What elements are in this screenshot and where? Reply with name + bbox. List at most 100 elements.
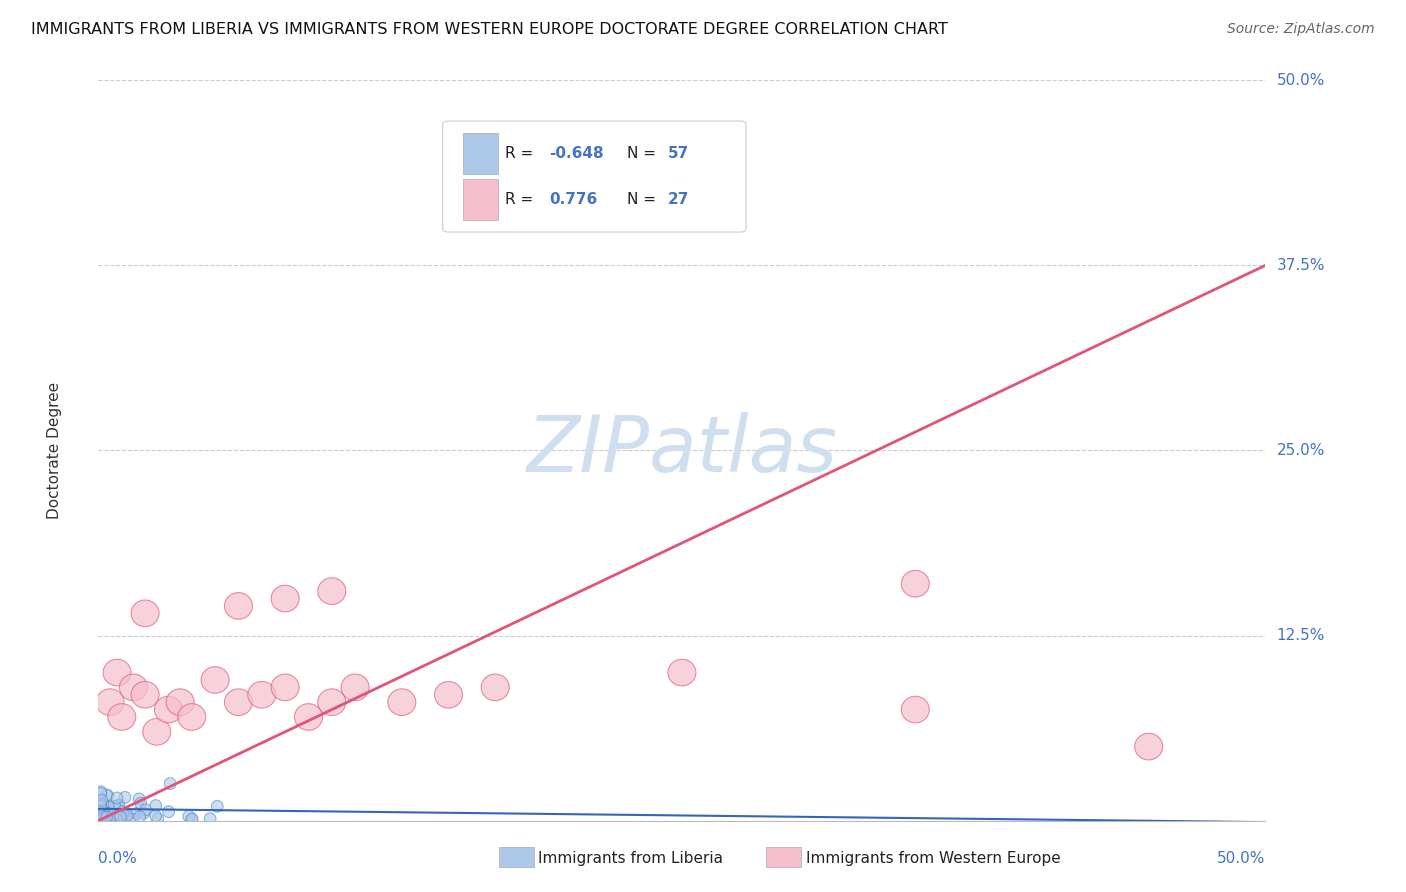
Ellipse shape [98,811,110,822]
Text: R =: R = [505,192,537,207]
Ellipse shape [108,813,120,824]
Ellipse shape [134,793,145,805]
Ellipse shape [342,674,370,701]
Ellipse shape [117,809,128,821]
Ellipse shape [163,805,174,818]
Ellipse shape [121,809,132,822]
Ellipse shape [96,786,107,797]
Text: Immigrants from Liberia: Immigrants from Liberia [538,851,724,865]
Ellipse shape [96,689,124,715]
Ellipse shape [131,600,159,627]
Ellipse shape [201,666,229,693]
Ellipse shape [318,578,346,605]
Ellipse shape [1135,733,1163,760]
Text: 27: 27 [668,192,689,207]
Text: N =: N = [627,146,661,161]
Ellipse shape [121,811,132,822]
Ellipse shape [139,804,152,816]
FancyBboxPatch shape [463,134,498,174]
Text: ZIPatlas: ZIPatlas [526,412,838,489]
Ellipse shape [668,659,696,686]
Text: -0.648: -0.648 [548,146,603,161]
Ellipse shape [101,789,112,801]
Ellipse shape [152,813,163,825]
Ellipse shape [96,797,107,810]
Ellipse shape [98,808,110,821]
Ellipse shape [138,807,149,819]
Ellipse shape [111,800,124,812]
Text: 50.0%: 50.0% [1218,851,1265,866]
Ellipse shape [177,704,205,731]
Text: IMMIGRANTS FROM LIBERIA VS IMMIGRANTS FROM WESTERN EUROPE DOCTORATE DEGREE CORRE: IMMIGRANTS FROM LIBERIA VS IMMIGRANTS FR… [31,22,948,37]
Text: Doctorate Degree: Doctorate Degree [46,382,62,519]
Ellipse shape [111,792,122,804]
Ellipse shape [131,681,159,708]
Text: Source: ZipAtlas.com: Source: ZipAtlas.com [1227,22,1375,37]
Ellipse shape [225,689,253,715]
Text: 0.776: 0.776 [548,192,598,207]
Ellipse shape [901,570,929,597]
Text: 12.5%: 12.5% [1277,628,1324,643]
Ellipse shape [135,797,146,809]
Ellipse shape [187,814,198,825]
FancyBboxPatch shape [463,179,498,219]
Ellipse shape [108,704,136,731]
Text: R =: R = [505,146,537,161]
Ellipse shape [112,808,125,820]
Ellipse shape [103,789,114,802]
Ellipse shape [112,799,125,811]
Ellipse shape [97,798,108,810]
Ellipse shape [271,585,299,612]
Ellipse shape [117,805,128,817]
Ellipse shape [150,799,162,812]
Ellipse shape [104,814,115,825]
Ellipse shape [115,811,127,823]
Text: 50.0%: 50.0% [1277,73,1324,87]
Ellipse shape [247,681,276,708]
Ellipse shape [101,807,112,819]
Ellipse shape [98,807,111,819]
Ellipse shape [120,674,148,701]
Ellipse shape [166,689,194,715]
Ellipse shape [103,801,114,813]
Ellipse shape [96,800,107,813]
Ellipse shape [143,718,170,745]
Ellipse shape [120,791,131,804]
Ellipse shape [107,809,118,822]
Ellipse shape [110,814,122,825]
Ellipse shape [211,800,224,813]
Text: 57: 57 [668,146,689,161]
Ellipse shape [101,814,112,825]
Ellipse shape [96,788,107,799]
Ellipse shape [901,697,929,723]
Ellipse shape [434,681,463,708]
Ellipse shape [155,697,183,723]
FancyBboxPatch shape [443,121,747,232]
Ellipse shape [186,814,197,825]
Ellipse shape [96,810,107,822]
Text: 0.0%: 0.0% [98,851,138,866]
Ellipse shape [103,814,114,825]
Text: Immigrants from Western Europe: Immigrants from Western Europe [806,851,1060,865]
Ellipse shape [118,809,129,821]
Ellipse shape [131,807,142,820]
Ellipse shape [183,811,194,822]
Ellipse shape [388,689,416,715]
Ellipse shape [134,811,146,822]
Ellipse shape [481,674,509,701]
Ellipse shape [271,674,299,701]
Ellipse shape [97,814,110,825]
Ellipse shape [96,814,107,825]
Ellipse shape [96,814,107,825]
Ellipse shape [294,704,322,731]
Ellipse shape [108,801,121,813]
Ellipse shape [127,814,138,825]
Ellipse shape [101,811,112,823]
Ellipse shape [100,805,111,818]
Ellipse shape [150,810,162,822]
Ellipse shape [225,592,253,619]
Text: N =: N = [627,192,661,207]
Ellipse shape [103,659,131,686]
Ellipse shape [318,689,346,715]
Text: 37.5%: 37.5% [1277,258,1324,273]
